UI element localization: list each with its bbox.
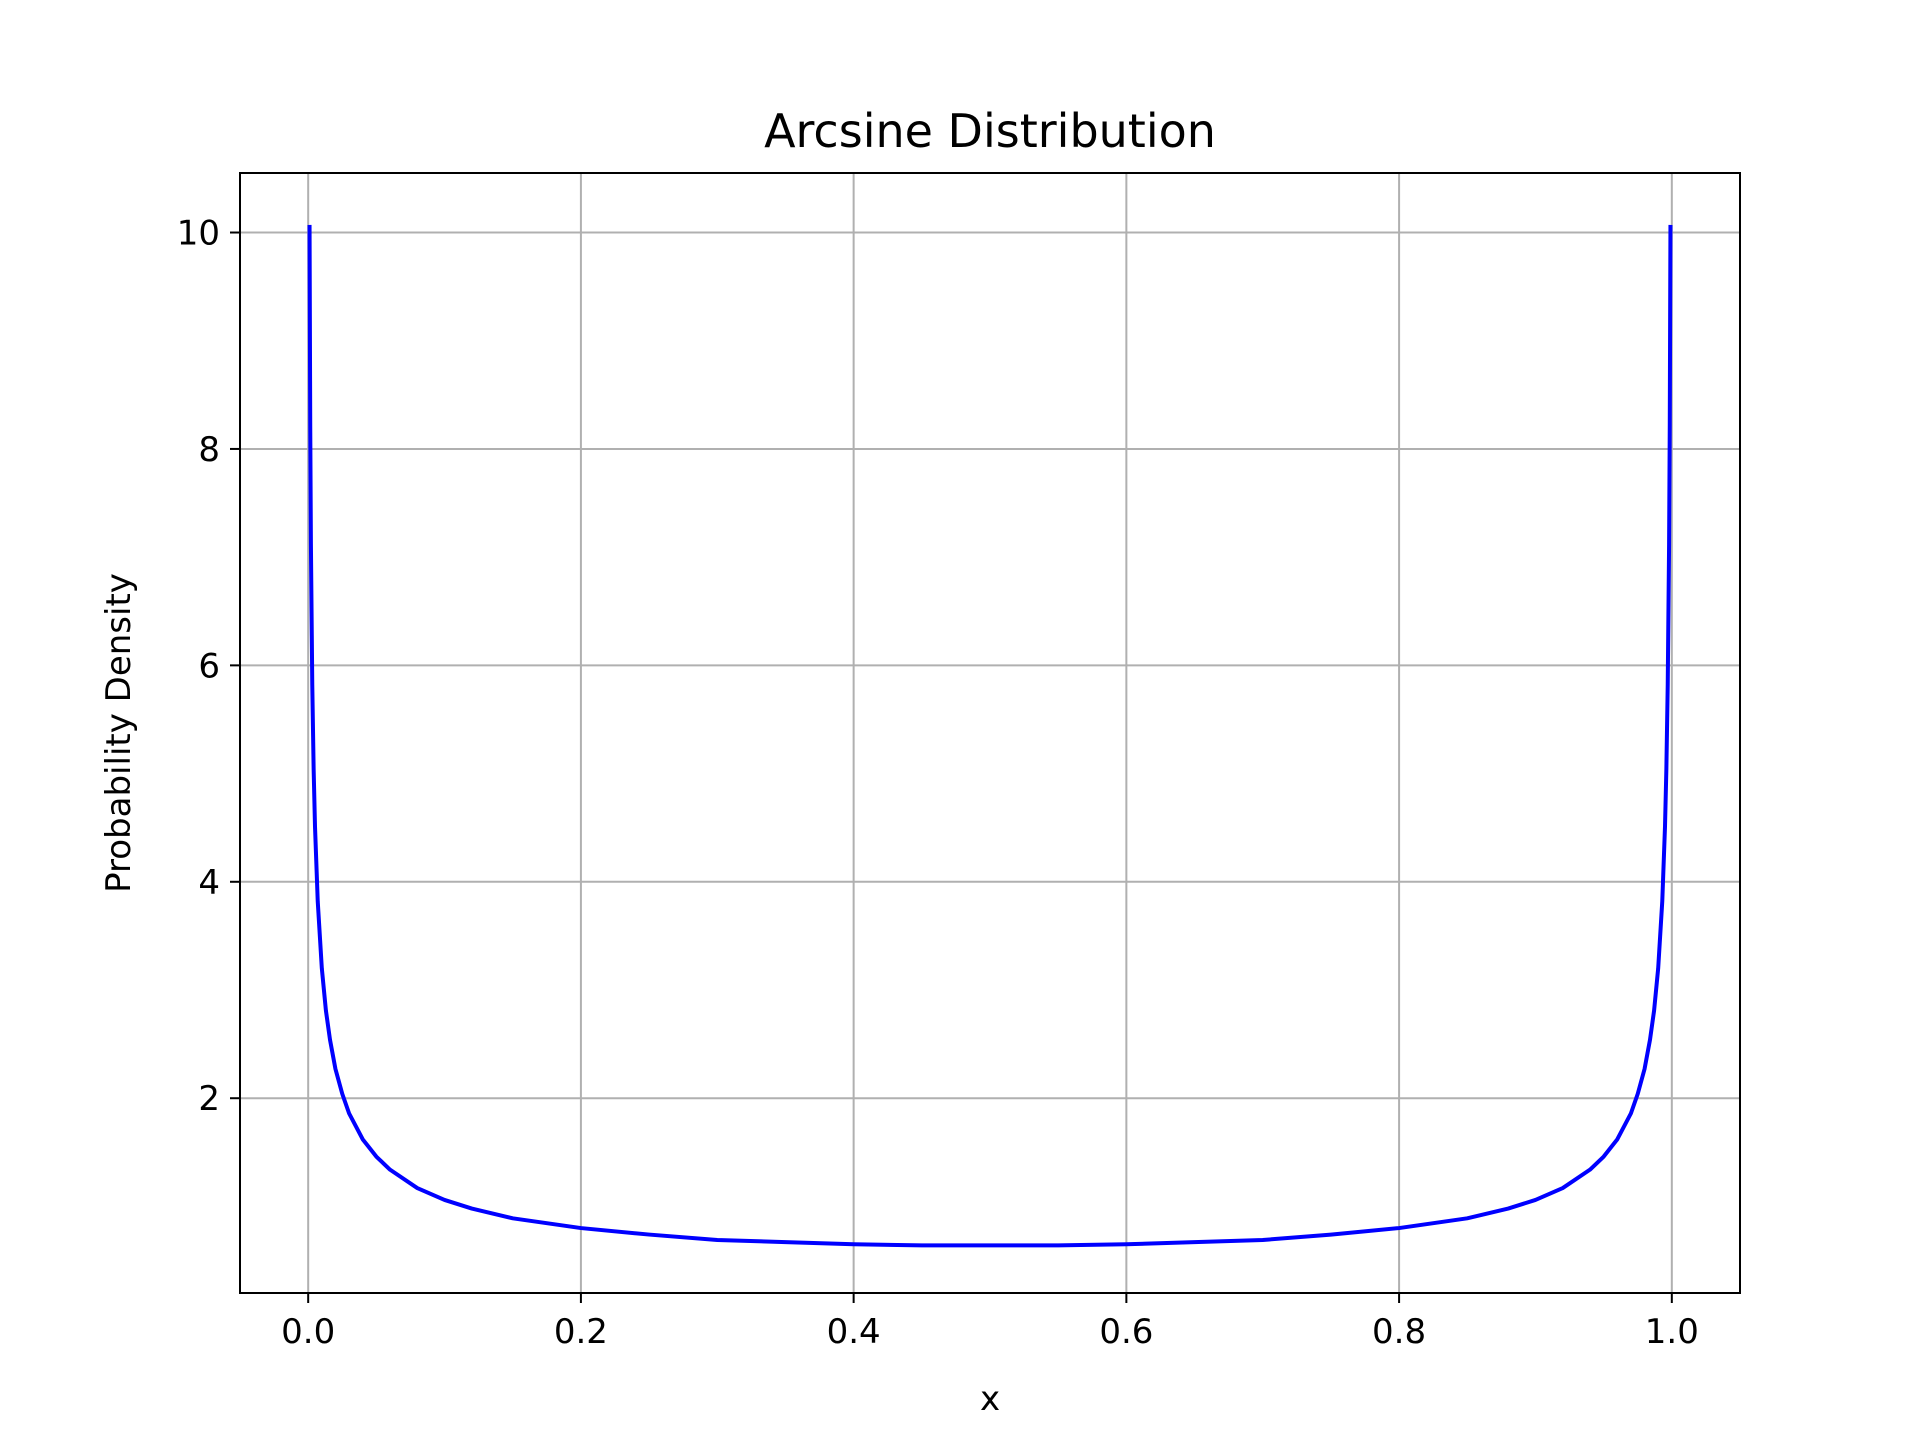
y-tick-label: 6 — [198, 646, 220, 686]
y-tick-label: 2 — [198, 1079, 220, 1119]
x-tick-label: 1.0 — [1645, 1312, 1699, 1352]
axes-frame — [239, 172, 1741, 1294]
x-axis-label: x — [980, 1379, 1000, 1419]
x-axis: 0.0 0.2 0.4 0.6 0.8 1.0 — [281, 1293, 1699, 1352]
chart-title: Arcsine Distribution — [764, 104, 1216, 158]
y-tick-label: 4 — [198, 863, 220, 903]
x-tick-label: 0.2 — [554, 1312, 608, 1352]
density-line — [307, 224, 1673, 1248]
plot-area — [307, 224, 1673, 1248]
x-tick-label: 0.0 — [281, 1312, 335, 1352]
y-tick-label: 10 — [177, 214, 220, 254]
y-axis: 2 4 6 8 10 — [177, 214, 240, 1119]
y-tick-label: 8 — [198, 430, 220, 470]
y-axis-label: Probability Density — [99, 573, 139, 893]
x-tick-label: 0.6 — [1099, 1312, 1153, 1352]
x-tick-label: 0.8 — [1372, 1312, 1426, 1352]
x-tick-label: 0.4 — [827, 1312, 881, 1352]
